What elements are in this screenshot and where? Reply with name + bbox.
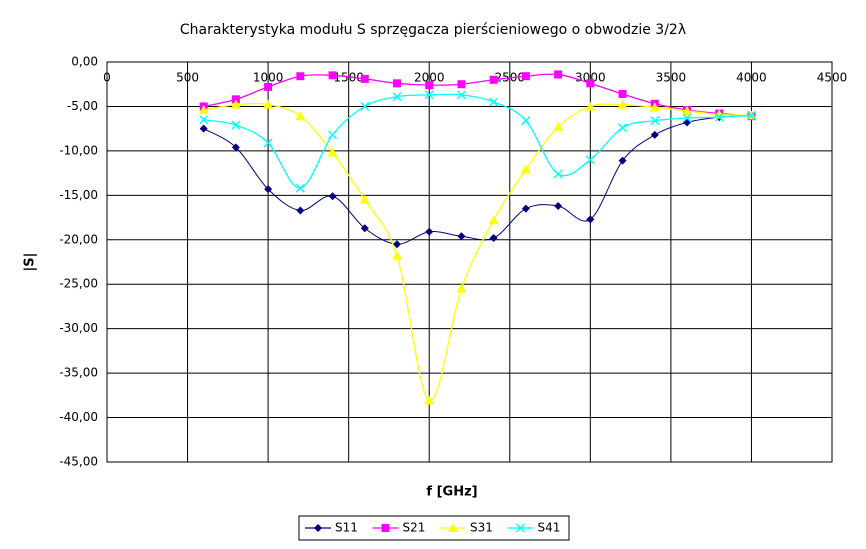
marker (295, 183, 305, 193)
legend-label: S11 (335, 521, 358, 535)
marker (424, 90, 434, 100)
y-axis-title: |S| (23, 253, 38, 272)
y-tick-label: -20,00 (59, 232, 98, 246)
marker (360, 224, 369, 233)
plot-border (106, 61, 833, 463)
x-tick-label: 2000 (414, 71, 445, 85)
y-tick-label: -10,00 (59, 143, 98, 157)
marker (682, 113, 692, 123)
x-tick-label: 3500 (656, 71, 687, 85)
marker (264, 82, 273, 91)
y-tick-label: 0,00 (71, 55, 98, 69)
marker (231, 143, 240, 152)
marker (489, 97, 499, 107)
x-tick-label: 4000 (736, 71, 767, 85)
y-tick-label: -15,00 (59, 188, 98, 202)
marker (554, 202, 563, 210)
marker (521, 204, 530, 213)
marker (456, 283, 467, 293)
x-tick-label: 500 (176, 71, 199, 85)
marker (424, 395, 435, 405)
marker (199, 124, 208, 133)
marker (585, 155, 595, 165)
marker (618, 123, 628, 133)
marker (617, 99, 628, 109)
marker (714, 109, 725, 119)
y-tick-label: -25,00 (59, 277, 98, 291)
marker (425, 81, 434, 90)
series-line (203, 102, 752, 402)
marker (520, 164, 531, 174)
marker (489, 234, 498, 242)
marker (230, 99, 241, 109)
marker (360, 101, 370, 111)
marker (457, 80, 466, 89)
marker (264, 185, 273, 194)
marker (650, 116, 660, 126)
marker (359, 194, 370, 204)
marker (489, 75, 498, 84)
marker (457, 232, 466, 241)
marker (618, 90, 627, 98)
x-tick-label: 1000 (253, 71, 284, 85)
chart-title: Charakterystyka modułu S sprzęgacza pier… (180, 22, 686, 38)
y-tick-label: -5,00 (67, 99, 98, 113)
marker (649, 102, 660, 112)
marker (618, 156, 627, 165)
marker (263, 99, 274, 109)
x-tick-label: 1500 (333, 71, 364, 85)
marker (295, 111, 306, 121)
marker (586, 215, 595, 224)
marker (650, 130, 659, 139)
marker (553, 121, 564, 131)
marker (328, 71, 337, 80)
marker (199, 115, 209, 125)
legend-label: S31 (470, 521, 493, 535)
legend-label: S41 (538, 521, 561, 535)
marker (392, 92, 402, 102)
marker (296, 72, 305, 81)
marker (714, 112, 724, 122)
marker (231, 95, 240, 104)
x-axis-title: f [GHz] (426, 485, 477, 500)
marker (393, 240, 401, 249)
series-line (203, 114, 752, 245)
marker (425, 227, 434, 236)
marker (521, 72, 530, 81)
marker (263, 138, 273, 148)
marker (448, 523, 458, 532)
marker (328, 192, 337, 201)
y-tick-label: -40,00 (59, 410, 98, 424)
marker (456, 90, 466, 100)
marker (327, 147, 338, 157)
marker (746, 110, 756, 120)
marker (683, 118, 691, 127)
marker (553, 169, 563, 179)
marker (328, 130, 338, 140)
marker (682, 105, 692, 115)
marker (392, 250, 402, 260)
legend-label: S21 (403, 521, 426, 535)
marker (488, 215, 499, 225)
marker (515, 523, 526, 533)
marker (586, 79, 595, 88)
marker (231, 120, 241, 130)
marker (554, 70, 563, 79)
marker (198, 105, 209, 114)
y-tick-label: -30,00 (59, 321, 98, 335)
marker (381, 524, 390, 532)
marker (585, 101, 596, 111)
y-tick-label: -45,00 (59, 455, 98, 469)
marker (521, 116, 531, 126)
marker (393, 79, 401, 88)
marker (360, 74, 369, 83)
marker (314, 524, 322, 532)
y-tick-label: -35,00 (59, 366, 98, 380)
marker (296, 206, 305, 215)
